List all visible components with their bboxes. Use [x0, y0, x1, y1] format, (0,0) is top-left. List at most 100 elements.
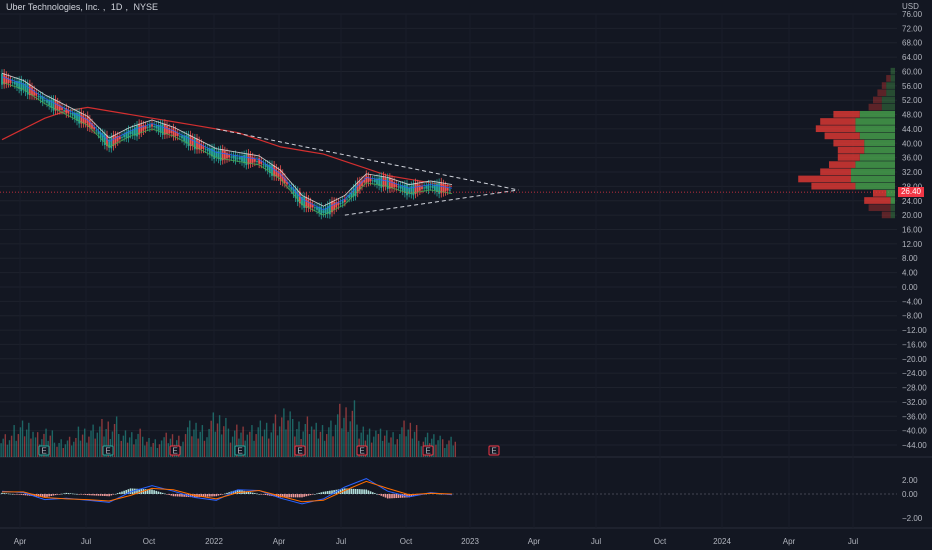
earnings-marker[interactable]: E — [169, 445, 181, 456]
candle-body — [348, 195, 351, 198]
candle-body — [221, 149, 224, 161]
volume-bar — [8, 440, 11, 457]
candle-body — [206, 148, 209, 152]
price-axis-label: −20.00 — [902, 355, 927, 364]
macd-histogram-bar — [138, 488, 140, 494]
candle-body — [283, 177, 286, 184]
earnings-badge — [234, 445, 246, 456]
macd-histogram-bar — [159, 492, 162, 494]
macd-histogram-bar — [48, 494, 50, 497]
volume-bar — [167, 443, 170, 457]
macd-histogram-bar — [110, 494, 113, 496]
chart-title: Uber Technologies, Inc., 1D, NYSE — [6, 2, 158, 12]
macd-histogram-bar — [356, 489, 359, 494]
price-axis-label: 28.00 — [902, 182, 923, 191]
macd-histogram-bar — [410, 494, 413, 497]
price-axis-label: −4.00 — [902, 297, 923, 306]
price-axis-label: 72.00 — [902, 24, 923, 33]
volume-bar — [345, 407, 347, 457]
candle-body — [367, 176, 370, 183]
volume-bar — [34, 437, 37, 457]
volume-bar — [315, 422, 317, 457]
macd-histogram-bar — [380, 494, 383, 496]
macd-histogram-bar — [106, 494, 108, 497]
volume-profile-up — [851, 175, 895, 183]
macd-histogram-bar — [149, 489, 151, 494]
macd-histogram-bar — [316, 493, 318, 495]
price-axis-label: −36.00 — [902, 412, 927, 421]
macd-histogram-bar — [324, 491, 327, 494]
volume-bar — [77, 426, 80, 457]
volume-bar — [28, 422, 30, 457]
macd-histogram-bar — [183, 494, 185, 497]
candle-body — [322, 210, 325, 214]
macd-histogram-bar — [104, 494, 106, 497]
indicator-line-blue — [1, 76, 453, 211]
volume-bar — [368, 428, 371, 457]
candle-body — [211, 148, 213, 157]
volume-bar — [96, 432, 99, 457]
volume-bar — [197, 438, 199, 457]
indicator-line-green — [1, 81, 453, 216]
price-axis-label: 36.00 — [902, 154, 923, 163]
macd-histogram-bar — [367, 490, 370, 494]
macd-histogram-bar — [393, 494, 395, 499]
macd-histogram-bar — [213, 494, 215, 497]
candle-body — [320, 206, 323, 215]
macd-histogram-bar — [18, 494, 20, 495]
earnings-marker[interactable]: E — [422, 445, 434, 456]
volume-bar — [452, 445, 454, 457]
macd-histogram-bar — [376, 494, 378, 495]
volume-bar — [405, 436, 407, 457]
candle-body — [391, 179, 393, 189]
candle-body — [151, 123, 153, 127]
volume-profile-down — [829, 161, 856, 168]
earnings-marker[interactable]: E — [234, 445, 246, 456]
earnings-marker[interactable]: E — [488, 445, 500, 456]
candle-body — [446, 187, 449, 191]
macd-histogram-bar — [363, 489, 365, 494]
candle-body — [414, 182, 417, 194]
time-axis-label: 2023 — [461, 537, 479, 546]
candle-body — [410, 185, 413, 195]
volume-bar — [163, 437, 165, 457]
volume-bar — [375, 430, 377, 457]
symbol-name[interactable]: Uber Technologies, Inc. — [6, 2, 100, 12]
candle-body — [256, 160, 258, 162]
volume-bar — [281, 417, 283, 457]
candle-body — [69, 113, 72, 115]
candle-body — [328, 203, 331, 215]
candle-body — [403, 184, 406, 194]
candle-body — [82, 115, 85, 124]
volume-bar — [246, 434, 249, 457]
volume-bar — [265, 422, 268, 457]
macd-histogram-bar — [71, 493, 74, 495]
earnings-marker[interactable]: E — [356, 445, 368, 456]
candle-body — [5, 75, 8, 84]
volume-bar — [4, 434, 6, 457]
macd-histogram-bar — [65, 492, 68, 494]
volume-bar — [32, 431, 34, 457]
candle-body — [408, 187, 411, 194]
time-axis-label: Apr — [14, 537, 27, 546]
macd-histogram-bar — [296, 494, 299, 498]
volume-bar — [390, 437, 392, 457]
earnings-badge — [356, 445, 368, 456]
price-axis-label: −40.00 — [902, 427, 927, 436]
volume-bar — [442, 439, 444, 457]
earnings-marker[interactable]: E — [102, 445, 114, 456]
earnings-marker[interactable]: E — [38, 445, 50, 456]
macd-histogram-bar — [286, 494, 288, 498]
candle-body — [46, 100, 48, 103]
earnings-marker[interactable]: E — [294, 445, 306, 456]
candle-body — [213, 147, 216, 160]
macd-histogram-bar — [256, 493, 258, 495]
time-axis-label: Jul — [81, 537, 91, 546]
macd-histogram-bar — [24, 494, 27, 496]
volume-profile-up — [886, 82, 895, 89]
macd-histogram-bar — [204, 494, 207, 497]
volume-bar — [120, 440, 122, 457]
candle-body — [215, 151, 218, 158]
interval-label[interactable]: 1D — [110, 2, 123, 12]
